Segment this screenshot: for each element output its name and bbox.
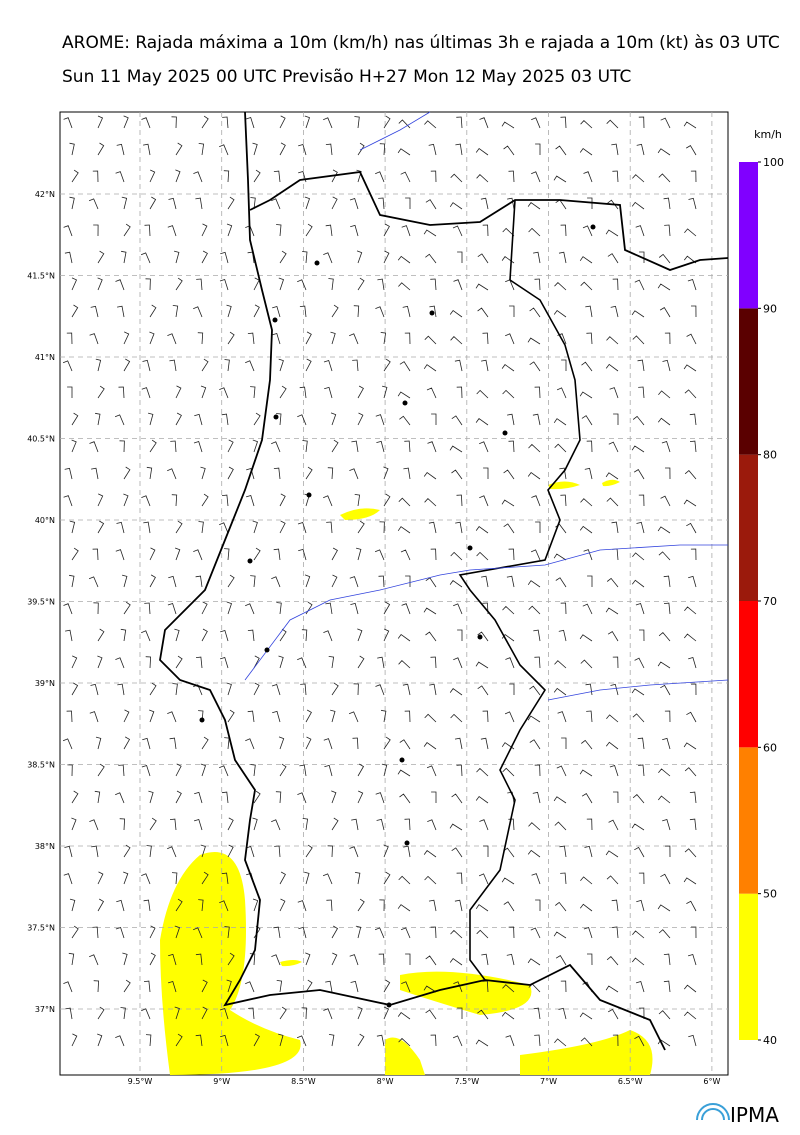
axis-labels: 42°N 41.5°N 41°N 40.5°N 40°N 39.5°N 39°N 38.5°N… [27,190,720,1086]
colorbar-segment [739,747,758,894]
lon-label: 6°W [703,1077,720,1086]
lat-label: 39.5°N [27,598,55,607]
rivers [244,111,729,701]
lat-label: 37°N [35,1005,55,1014]
lon-label: 8.5°W [291,1077,316,1086]
colorbar-segment [739,601,758,748]
logo-text: IPMA [730,1103,779,1127]
barb-set [62,115,697,1047]
lon-label: 9.5°W [128,1077,153,1086]
colorbar-segment [739,162,758,309]
graticule [60,112,728,1075]
gust-areas [160,479,653,1075]
lat-label: 42°N [35,190,55,199]
colorbar-label: 90 [763,302,777,315]
lat-label: 39°N [35,679,55,688]
colorbar-label: 40 [763,1034,777,1047]
coastline [159,111,666,1051]
lon-label: 9°W [213,1077,230,1086]
colorbar-label: 50 [763,888,777,901]
lon-label: 7°W [540,1077,557,1086]
colorbar-label: 70 [763,595,777,608]
colorbar-segment [739,893,758,1040]
colorbar: km/h 40 50 60 70 80 90 100 [739,128,784,1047]
colorbar-label: 60 [763,741,777,754]
logo: IPMA [696,1103,779,1127]
lat-label: 40.5°N [27,435,55,444]
lat-label: 38.5°N [27,761,55,770]
colorbar-label: 80 [763,449,777,462]
lon-label: 8°W [377,1077,394,1086]
lon-label: 7.5°W [454,1077,479,1086]
lat-label: 41°N [35,353,55,362]
border [458,199,581,981]
colorbar-label: 100 [763,156,784,169]
colorbar-segment [739,308,758,455]
title: AROME: Rajada máxima a 10m (km/h) nas úl… [62,33,780,53]
north-coast [249,171,729,271]
subtitle: Sun 11 May 2025 00 UTC Previsão H+27 Mon… [62,67,631,87]
lat-label: 40°N [35,516,55,525]
map [59,111,729,1076]
lat-label: 37.5°N [27,924,55,933]
lon-label: 6.5°W [618,1077,643,1086]
lat-label: 41.5°N [27,272,55,281]
cities [199,224,596,1008]
lat-label: 38°N [35,842,55,851]
colorbar-segment [739,454,758,601]
map-frame [59,111,729,1076]
colorbar-unit: km/h [754,128,782,141]
wind-barbs [62,115,697,1047]
